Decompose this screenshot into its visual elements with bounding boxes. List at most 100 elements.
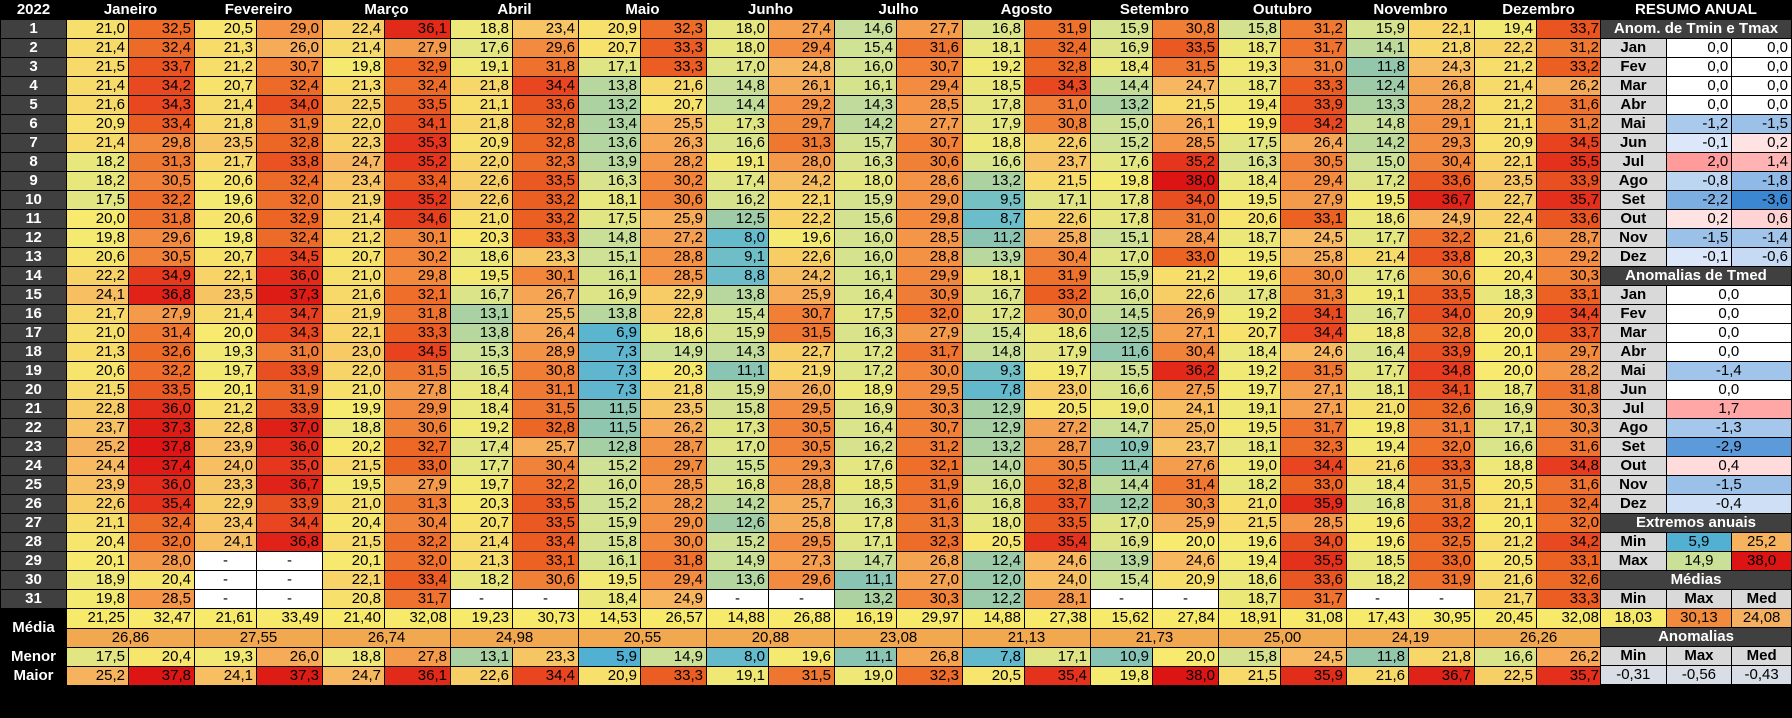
tmax-cell: 37,4 <box>128 456 195 476</box>
tmin-cell: 21,3 <box>194 38 257 58</box>
tmax-cell: 28,9 <box>512 342 579 362</box>
tmin-cell: 15,4 <box>834 38 897 58</box>
tmax-cell: 33,2 <box>512 190 579 210</box>
tmin-cell: 19,4 <box>1218 95 1281 115</box>
tmin-cell: 21,6 <box>1346 456 1409 476</box>
tmin-cell: 22,1 <box>322 570 385 590</box>
tmin-cell: 17,2 <box>834 361 897 381</box>
month-header: Abril <box>450 0 579 20</box>
monthly-mean-combined: 23,08 <box>834 627 963 648</box>
tmax-cell: 33,5 <box>1152 38 1219 58</box>
tmin-cell: 16,9 <box>578 285 641 305</box>
tmax-cell: 30,7 <box>256 57 323 77</box>
day-number: 12 <box>0 228 67 248</box>
tmax-cell: 29,4 <box>1280 171 1347 191</box>
tmin-cell: 20,7 <box>194 247 257 267</box>
tmax-cell: 31,6 <box>1536 437 1603 457</box>
month-abbr: Ago <box>1600 418 1667 438</box>
tmax-cell: 33,4 <box>384 570 451 590</box>
tmax-cell: 30,3 <box>896 589 963 609</box>
tmax-cell: 36,0 <box>256 266 323 286</box>
tmax-cell: 33,2 <box>1536 57 1603 77</box>
tmin-cell: 21,5 <box>322 532 385 552</box>
tmax-cell: 31,9 <box>256 114 323 134</box>
tmin-cell: 16,0 <box>962 475 1025 495</box>
monthly-mean-cell: 15,62 <box>1090 608 1153 629</box>
tmax-cell: 27,2 <box>1024 418 1091 438</box>
tmax-cell: 29,8 <box>384 266 451 286</box>
tmax-cell: 31,4 <box>128 323 195 343</box>
monthly-mean-cell: 26,88 <box>768 608 835 629</box>
tmax-cell: 33,0 <box>384 456 451 476</box>
anom-min-cell: 0,0 <box>1665 57 1733 77</box>
tmin-cell: 19,2 <box>962 57 1025 77</box>
anom-min-cell: 0,0 <box>1665 76 1733 96</box>
tmax-cell: 31,8 <box>384 304 451 324</box>
tmax-cell: 35,2 <box>1152 152 1219 172</box>
ext-max-label: Max <box>1600 551 1667 571</box>
tmin-cell: 15,0 <box>1346 152 1409 172</box>
tmax-cell: 33,4 <box>512 532 579 552</box>
monthly-mean-cell: 29,97 <box>896 608 963 629</box>
tmax-cell: 26,3 <box>640 133 707 153</box>
month-header: Fevereiro <box>194 0 323 20</box>
tmax-cell: 34,8 <box>1408 361 1475 381</box>
tmin-cell: 18,2 <box>450 570 513 590</box>
tmin-cell: 16,0 <box>1090 285 1153 305</box>
monthly-max-cell: 36,7 <box>1408 666 1475 686</box>
anomalias-title: Anomalias <box>1600 627 1792 647</box>
tmin-cell: 18,1 <box>1218 437 1281 457</box>
day-number: 23 <box>0 437 67 457</box>
tmin-cell: 21,8 <box>194 114 257 134</box>
tmax-cell: 33,8 <box>1408 247 1475 267</box>
tmax-cell: 34,3 <box>256 323 323 343</box>
tmin-cell: 17,8 <box>834 513 897 533</box>
tmin-cell: 22,6 <box>66 494 129 514</box>
tmin-cell: 16,3 <box>578 171 641 191</box>
tmax-cell: 27,9 <box>384 38 451 58</box>
tmin-cell: 15,9 <box>834 190 897 210</box>
day-number: 30 <box>0 570 67 590</box>
tmin-cell: 16,0 <box>834 228 897 248</box>
tmax-cell: 37,8 <box>128 437 195 457</box>
tmin-cell: 17,3 <box>706 418 769 438</box>
tmin-cell: 14,4 <box>706 95 769 115</box>
tmin-cell: 14,5 <box>1090 304 1153 324</box>
tmin-cell: 21,1 <box>1474 494 1537 514</box>
tmin-cell: 22,0 <box>322 114 385 134</box>
tmax-cell: 33,3 <box>1408 456 1475 476</box>
tmin-cell: 18,6 <box>1218 570 1281 590</box>
tmax-cell: 33,5 <box>512 513 579 533</box>
tmax-cell: 31,3 <box>1280 285 1347 305</box>
tmin-cell: 15,9 <box>706 323 769 343</box>
tmin-cell: 21,7 <box>194 152 257 172</box>
tmin-cell: 19,5 <box>578 570 641 590</box>
tmin-cell: 13,2 <box>834 589 897 609</box>
tmin-cell: 17,4 <box>706 171 769 191</box>
tmin-cell: 18,3 <box>1474 285 1537 305</box>
tmax-cell: 32,0 <box>128 532 195 552</box>
tmax-cell: 31,3 <box>384 494 451 514</box>
monthly-mean-cell: 21,61 <box>194 608 257 629</box>
tmin-cell: 19,6 <box>1218 266 1281 286</box>
tmin-cell: 16,9 <box>1090 532 1153 552</box>
tmax-cell: 32,5 <box>1408 532 1475 552</box>
tmax-cell: 29,3 <box>1408 133 1475 153</box>
tmin-cell: 23,9 <box>66 475 129 495</box>
monthly-min-cell: 11,8 <box>1346 647 1409 667</box>
tmin-cell: 7,3 <box>578 342 641 362</box>
col-med-label: Med <box>1731 646 1792 666</box>
tmin-cell: 17,7 <box>1346 228 1409 248</box>
tmax-cell: 25,0 <box>1152 418 1219 438</box>
tmin-cell: 20,4 <box>66 532 129 552</box>
tmin-cell: 16,9 <box>1474 399 1537 419</box>
tmin-cell: 20,6 <box>194 171 257 191</box>
tmax-cell: 31,4 <box>1152 475 1219 495</box>
tmax-cell: 32,2 <box>1408 228 1475 248</box>
tmin-cell: 21,2 <box>1474 57 1537 77</box>
tmin-cell: 21,4 <box>322 38 385 58</box>
tmin-cell: 25,2 <box>66 437 129 457</box>
tmax-cell: 33,9 <box>256 399 323 419</box>
tmax-cell: 31,9 <box>1408 570 1475 590</box>
tmin-cell: 23,4 <box>194 513 257 533</box>
